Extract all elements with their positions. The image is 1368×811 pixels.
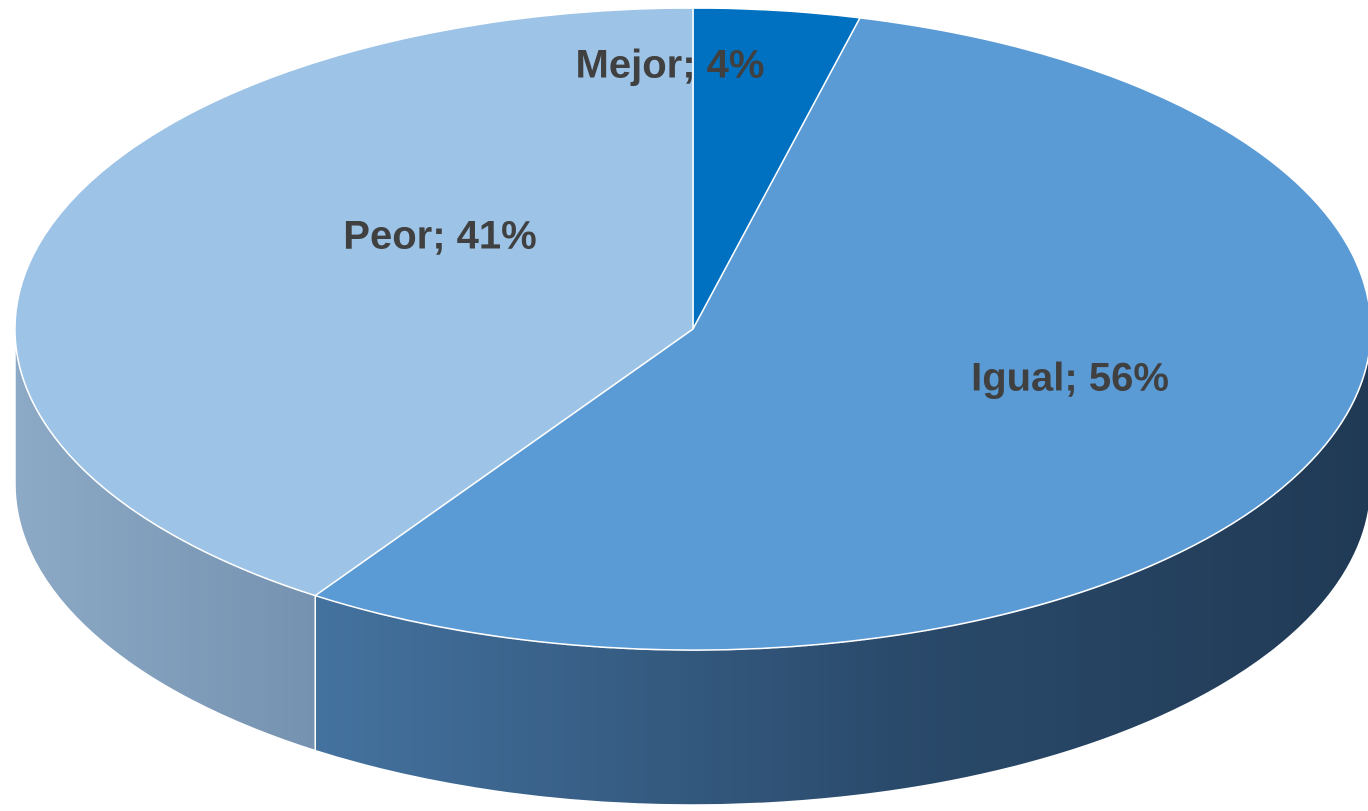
data-label: Igual; 56%	[971, 356, 1169, 400]
pie-slice	[313, 17, 1368, 651]
pie-slice	[14, 7, 694, 597]
data-label: Mejor; 4%	[576, 43, 765, 87]
data-label: Peor; 41%	[343, 214, 536, 258]
